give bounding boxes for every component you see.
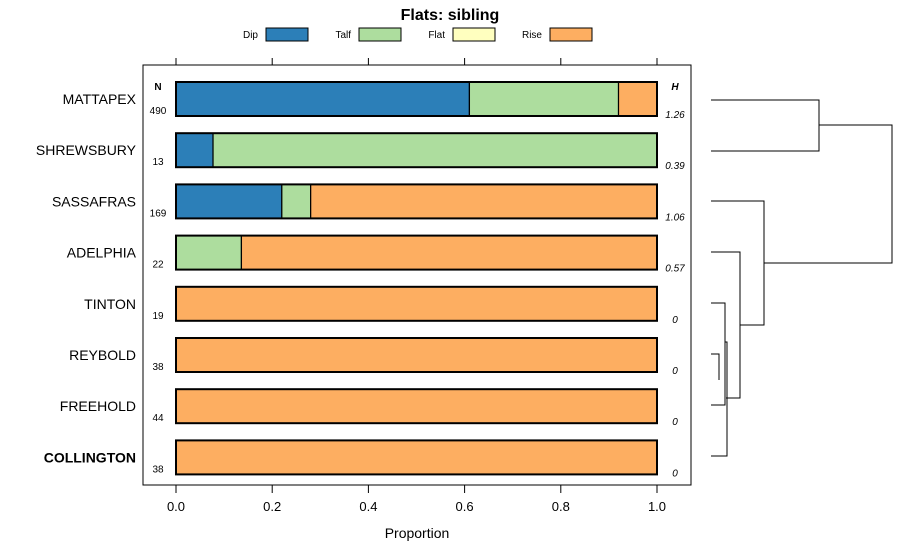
- legend-swatch-flat: [452, 27, 496, 42]
- n-value-reybold: 38: [152, 362, 164, 373]
- row-mattapex: MATTAPEX 490 1.26: [63, 81, 685, 121]
- dendro-merge-tinton-freehold: [711, 302, 726, 406]
- bar-mattapex-talf: [468, 81, 620, 117]
- h-value-tinton: 0: [672, 315, 678, 326]
- dendro-merge-sassafras: [711, 200, 765, 326]
- row-shrewsbury: SHREWSBURY 13 0.39: [36, 132, 685, 172]
- x-tick-label-3: 0.6: [456, 499, 474, 514]
- bar-reybold-rise: [175, 337, 658, 373]
- legend-label-talf: Talf: [335, 30, 351, 41]
- bar-outline-reybold: [175, 337, 658, 373]
- h-value-mattapex: 1.26: [665, 110, 685, 121]
- legend-swatch-talf: [358, 27, 402, 42]
- bar-outline-sassafras: [175, 183, 658, 220]
- legend: Dip Talf Flat Rise: [243, 27, 593, 42]
- bar-outline-tinton: [175, 285, 658, 322]
- bar-rows: MATTAPEX 490 1.26 SHREWSBURY 13 0.39 SASSAFRAS…: [36, 81, 685, 479]
- h-value-freehold: 0: [672, 417, 678, 428]
- n-value-shrewsbury: 13: [152, 157, 164, 168]
- bar-outline-freehold: [175, 388, 658, 425]
- x-tick-label-4: 0.8: [552, 499, 570, 514]
- h-column-header: H: [671, 82, 679, 93]
- h-value-reybold: 0: [672, 366, 678, 377]
- bar-outline-shrewsbury: [175, 132, 658, 169]
- n-value-adelphia: 22: [152, 260, 164, 271]
- dendro-merge-mattapex-shrewsbury: [711, 99, 820, 152]
- chart-title: Flats: sibling: [401, 7, 500, 24]
- n-value-tinton: 19: [152, 311, 164, 322]
- n-column-header: N: [154, 82, 161, 93]
- h-value-sassafras: 1.06: [665, 212, 685, 223]
- bar-outline-collington: [175, 439, 658, 476]
- bar-sassafras-talf: [281, 183, 312, 219]
- x-axis-label: Proportion: [385, 525, 450, 541]
- row-tinton: TINTON 19 0: [84, 285, 678, 326]
- h-value-adelphia: 0.57: [665, 264, 685, 275]
- bar-shrewsbury-talf: [212, 132, 658, 168]
- legend-label-flat: Flat: [428, 30, 445, 41]
- row-adelphia: ADELPHIA 22 0.57: [67, 234, 685, 275]
- h-value-collington: 0: [672, 468, 678, 479]
- bar-outline-adelphia: [175, 234, 658, 271]
- row-collington: COLLINGTON 38 0: [44, 439, 678, 479]
- dendrogram: [711, 99, 893, 457]
- bar-mattapex-rise: [617, 81, 658, 117]
- x-tick-label-1: 0.2: [263, 499, 281, 514]
- row-label-adelphia: ADELPHIA: [67, 245, 137, 261]
- row-reybold: REYBOLD 38 0: [69, 337, 678, 377]
- dendro-merge-collington: [711, 341, 728, 457]
- row-label-freehold: FREEHOLD: [60, 398, 136, 414]
- dendro-merge-reybold: [711, 353, 720, 380]
- bar-sassafras-rise: [310, 183, 658, 219]
- bar-tinton-rise: [175, 286, 658, 322]
- top-axis-ticks: [175, 58, 658, 65]
- x-tick-label-2: 0.4: [359, 499, 377, 514]
- row-label-mattapex: MATTAPEX: [63, 91, 137, 107]
- row-sassafras: SASSAFRAS 169 1.06: [52, 183, 685, 223]
- legend-swatch-dip: [265, 27, 309, 42]
- row-label-shrewsbury: SHREWSBURY: [36, 142, 137, 158]
- n-value-collington: 38: [152, 464, 164, 475]
- bar-sassafras-dip: [175, 183, 283, 219]
- bar-adelphia-rise: [240, 235, 658, 271]
- n-value-freehold: 44: [152, 413, 164, 424]
- n-value-sassafras: 169: [150, 208, 167, 219]
- x-axis: 0.0 0.2 0.4 0.6 0.8 1.0: [167, 484, 666, 514]
- bar-adelphia-talf: [175, 235, 243, 271]
- x-tick-label-0: 0.0: [167, 499, 185, 514]
- bar-outline-mattapex: [175, 81, 658, 117]
- dendro-root: [764, 124, 893, 264]
- row-freehold: FREEHOLD 44 0: [60, 388, 678, 428]
- bar-shrewsbury-dip: [175, 132, 214, 168]
- x-tick-label-5: 1.0: [648, 499, 666, 514]
- legend-label-dip: Dip: [243, 30, 258, 41]
- row-label-reybold: REYBOLD: [69, 347, 136, 363]
- bar-freehold-rise: [175, 388, 658, 424]
- bar-collington-rise: [175, 439, 658, 475]
- bar-mattapex-dip: [175, 81, 471, 117]
- legend-label-rise: Rise: [522, 30, 542, 41]
- n-value-mattapex: 490: [150, 106, 167, 117]
- legend-swatch-rise: [549, 27, 593, 42]
- row-label-tinton: TINTON: [84, 296, 136, 312]
- h-value-shrewsbury: 0.39: [665, 161, 685, 172]
- row-label-sassafras: SASSAFRAS: [52, 193, 136, 209]
- row-label-collington: COLLINGTON: [44, 449, 136, 465]
